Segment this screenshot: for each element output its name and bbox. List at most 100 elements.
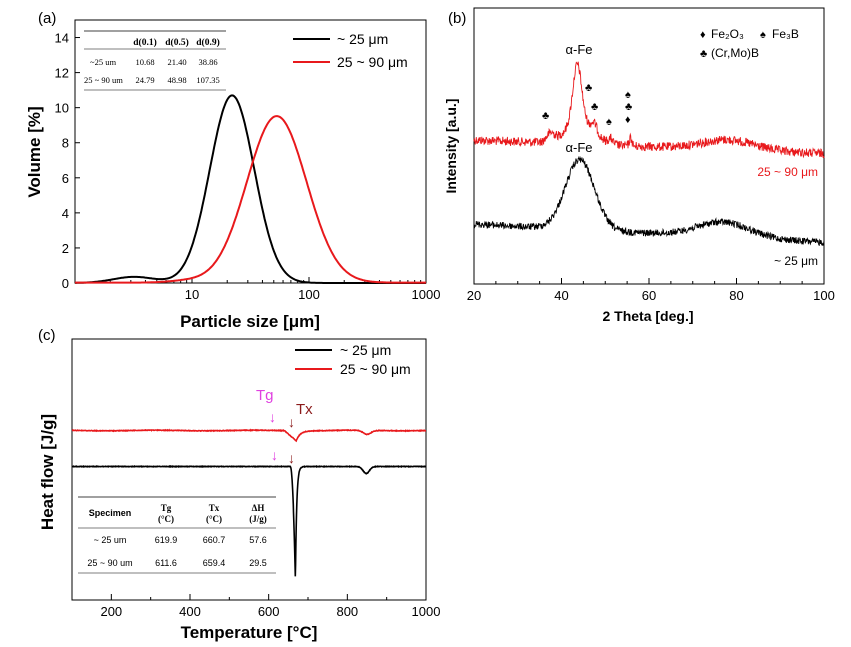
panel-b-legend: ♦ Fe₂O₃ ♠ Fe₃B ♣ (Cr,Mo)B xyxy=(700,27,799,60)
table-a-row2-d10: 24.79 xyxy=(135,75,154,85)
table-c-header-specimen: Specimen xyxy=(89,508,132,518)
table-a-header-d90: d(0.9) xyxy=(196,37,220,48)
marker-spade-52: ♠ xyxy=(606,116,612,128)
a-ytick-label-12: 12 xyxy=(55,66,69,81)
legend-b-spade-marker: ♠ xyxy=(760,29,766,41)
legend-c-label-small: ~ 25 μm xyxy=(340,342,391,358)
panel-a-y-axis-label: Volume [%] xyxy=(25,106,44,197)
panel-a-legend: ~ 25 μm 25 ~ 90 μm xyxy=(293,31,408,70)
panel-b-label: (b) xyxy=(448,10,466,27)
arrow-tg-small: ↓ xyxy=(271,447,278,463)
table-c-row2-name: 25 ~ 90 um xyxy=(87,558,132,568)
a-ytick-label-10: 10 xyxy=(55,101,69,116)
c-h1-line-1: (°C) xyxy=(158,514,174,524)
panel-a-curves xyxy=(75,94,426,284)
panel-c: (c) 200 400 600 800 1000 ~ 25 μm 25 ~ 90 μm … xyxy=(38,327,440,642)
a-ytick-label-14: 14 xyxy=(55,31,69,46)
c-h1-line-0: Tg xyxy=(161,503,172,513)
b-xtick-label-100: 100 xyxy=(813,288,835,303)
table-a-row2-d90: 107.35 xyxy=(196,75,219,85)
marker-diamond-56: ♦ xyxy=(625,114,631,126)
arrow-tx-small: ↓ xyxy=(288,450,295,466)
legend-b-diamond-marker: ♦ xyxy=(700,29,706,41)
table-c-row1-dh: 57.6 xyxy=(249,535,267,545)
b-xtick-label-80: 80 xyxy=(729,288,743,303)
peak-label-alpha-fe-bottom: α-Fe xyxy=(565,140,592,155)
panel-b-ticks: 20 40 60 80 100 xyxy=(467,278,835,303)
b-xtick-label-60: 60 xyxy=(642,288,656,303)
legend-b-fe2o3: Fe₂O₃ xyxy=(711,27,744,41)
table-a-row1-d10: 10.68 xyxy=(135,57,154,67)
panel-a-ticks: 0 2 4 6 8 10 12 14 10 100 1000 xyxy=(55,31,441,302)
b-series-large xyxy=(473,61,825,159)
panel-b-phase-markers: ♣ ♣ ♣ ♠ ♠ ♣ ♦ xyxy=(542,82,632,128)
c-xtick-label-200: 200 xyxy=(100,604,122,619)
panel-c-ticks: 200 400 600 800 1000 xyxy=(71,594,441,619)
table-a-row1-name: ~25 um xyxy=(90,57,116,67)
arrow-tg-large: ↓ xyxy=(269,409,276,425)
table-c-row1-tg: 619.9 xyxy=(155,535,178,545)
c-h2-line-0: Tx xyxy=(209,503,220,513)
panel-c-curves xyxy=(71,428,427,577)
panel-a-x-axis-label: Particle size [μm] xyxy=(180,312,320,331)
table-c-row1-tx: 660.7 xyxy=(203,535,226,545)
table-a-row2-d50: 48.98 xyxy=(167,75,186,85)
c-xtick-label-800: 800 xyxy=(336,604,358,619)
a-xtick-label-1000: 1000 xyxy=(412,287,441,302)
panel-b-x-axis-label: 2 Theta [deg.] xyxy=(602,308,693,324)
legend-c-label-large: 25 ~ 90 μm xyxy=(340,361,411,377)
marker-club-56: ♣ xyxy=(625,101,632,113)
panel-c-frame xyxy=(71,338,427,601)
table-c-row2-tg: 611.6 xyxy=(155,558,177,568)
table-a-row2-name: 25 ~ 90 um xyxy=(84,75,123,85)
c-series-small xyxy=(71,464,427,577)
annotation-tx: Tx xyxy=(296,401,313,418)
a-ytick-label-6: 6 xyxy=(62,171,69,186)
annotation-tg: Tg xyxy=(256,387,274,404)
c-h3-line-1: (J/g) xyxy=(249,514,267,524)
table-a-header-d50: d(0.5) xyxy=(165,37,189,48)
legend-a-label-small: ~ 25 μm xyxy=(337,31,388,47)
a-ytick-label-8: 8 xyxy=(62,136,69,151)
panel-b-y-axis-label: Intensity [a.u.] xyxy=(443,99,459,194)
c-xtick-label-600: 600 xyxy=(258,604,280,619)
arrow-tx-large: ↓ xyxy=(288,414,295,430)
b-xtick-label-20: 20 xyxy=(467,288,481,303)
b-xtick-label-40: 40 xyxy=(554,288,568,303)
a-ytick-label-2: 2 xyxy=(62,241,69,256)
legend-b-crmob: (Cr,Mo)B xyxy=(711,46,759,60)
b-series-small xyxy=(473,156,825,247)
table-c-row1-name: ~ 25 um xyxy=(94,535,127,545)
table-a-header-d10: d(0.1) xyxy=(133,37,157,48)
table-a-row1-d90: 38.86 xyxy=(198,57,217,67)
table-c-row2-tx: 659.4 xyxy=(203,558,226,568)
a-ytick-label-4: 4 xyxy=(62,206,69,221)
a-xtick-label-10: 10 xyxy=(185,287,199,302)
c-h3-line-0: ΔH xyxy=(252,503,265,513)
legend-a-label-large: 25 ~ 90 μm xyxy=(337,54,408,70)
a-ytick-label-0: 0 xyxy=(62,276,69,291)
marker-club-37: ♣ xyxy=(542,110,549,122)
panel-a-table: d(0.1) d(0.5) d(0.9) ~25 um 10.68 21.40 … xyxy=(84,30,226,91)
table-c-row2-dh: 29.5 xyxy=(249,558,267,568)
panel-a: (a) 0 2 4 6 8 10 12 14 10 100 1000 d(0.1) d(0.5) d… xyxy=(25,10,440,331)
panel-b: (b) 20 40 60 80 100 ♦ Fe₂O₃ ♠ Fe₃B ♣ (Cr,Mo)… xyxy=(443,7,835,324)
table-a-row1-d50: 21.40 xyxy=(167,57,186,67)
c-xtick-label-400: 400 xyxy=(179,604,201,619)
marker-club-48: ♣ xyxy=(591,101,598,113)
panel-c-x-axis-label: Temperature [°C] xyxy=(181,623,318,642)
table-c-header-tx: Tx (°C) xyxy=(206,503,222,524)
panel-a-label: (a) xyxy=(38,10,56,27)
c-xtick-label-1000: 1000 xyxy=(412,604,441,619)
legend-b-fe3b: Fe₃B xyxy=(772,27,799,41)
peak-label-alpha-fe-top: α-Fe xyxy=(565,42,592,57)
table-c-header-tg: Tg (°C) xyxy=(158,503,174,524)
panel-c-y-axis-label: Heat flow [J/g] xyxy=(38,414,57,530)
curve-label-large: 25 ~ 90 μm xyxy=(757,165,818,179)
panel-c-legend: ~ 25 μm 25 ~ 90 μm xyxy=(295,342,411,377)
panel-c-label: (c) xyxy=(38,327,56,344)
a-series-0 xyxy=(75,94,426,284)
panel-b-curves xyxy=(473,61,825,247)
marker-club-47: ♣ xyxy=(585,82,592,94)
